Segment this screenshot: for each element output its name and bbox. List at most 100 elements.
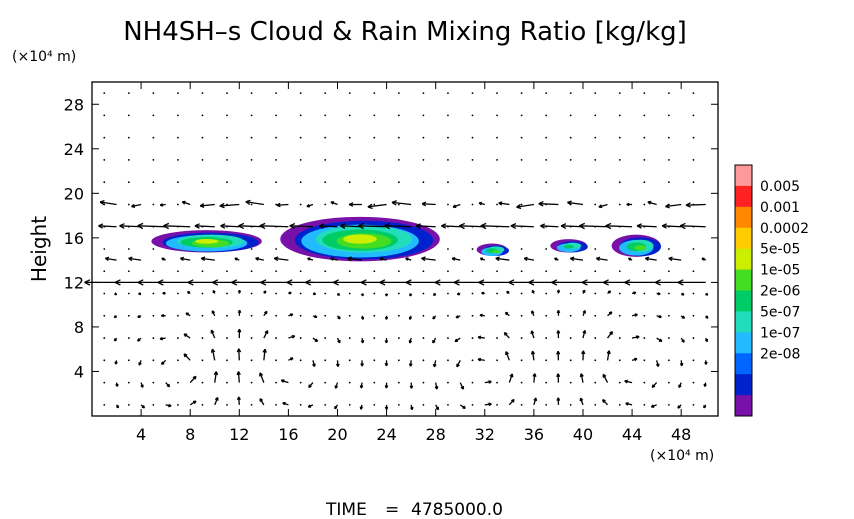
grid-dot <box>397 270 400 273</box>
grid-dot <box>643 92 646 95</box>
grid-dot <box>471 114 474 117</box>
wind-arrowhead <box>582 329 587 334</box>
wind-arrowhead <box>458 222 465 230</box>
wind-arrow <box>508 373 513 383</box>
grid-dot <box>594 159 597 161</box>
y-axis-ticks: 4 8 12 16 20 24 28 <box>64 95 718 381</box>
grid-dot <box>201 92 204 95</box>
grid-dot <box>397 136 400 139</box>
wind-arrowhead <box>379 257 384 261</box>
grid-dot <box>397 114 400 117</box>
grid-dot <box>127 92 130 95</box>
wind-arrowhead <box>104 256 110 262</box>
grid-dot <box>250 114 253 117</box>
wind-arrowhead <box>578 222 586 230</box>
wind-arrowhead <box>187 279 194 286</box>
grid-dot <box>618 92 621 95</box>
grid-dot <box>471 314 474 317</box>
grid-dot <box>397 314 400 317</box>
wind-arrowhead <box>602 279 609 286</box>
wind-arrowhead <box>460 386 465 390</box>
wind-arrowhead <box>677 405 681 409</box>
wind-arrowhead <box>314 314 318 319</box>
grid-dot <box>275 381 278 384</box>
wind-arrowhead <box>654 279 661 286</box>
grid-dot <box>569 337 572 339</box>
grid-dot <box>226 159 228 161</box>
wind-arrowhead <box>286 279 293 286</box>
x-tick-label: 20 <box>327 425 347 444</box>
wind-arrowhead <box>556 350 561 355</box>
y-tick-label: 4 <box>74 362 84 381</box>
wind-arrowhead <box>421 256 426 262</box>
grid-dot <box>152 314 155 317</box>
colorbar-swatch <box>735 290 752 312</box>
wind-arrow <box>602 374 609 383</box>
chart-title: NH4SH–s Cloud & Rain Mixing Ratio [kg/kg… <box>123 17 687 47</box>
grid-dot <box>643 270 646 273</box>
wind-arrow <box>540 225 559 228</box>
wind-arrow <box>580 373 584 383</box>
grid-dot <box>177 203 179 206</box>
grid-dot <box>201 181 204 184</box>
grid-dot <box>201 136 204 139</box>
y-axis-label: Height <box>27 216 51 282</box>
wind-arrowhead <box>488 380 492 384</box>
grid-dot <box>348 159 351 161</box>
wind-arrowhead <box>291 334 296 339</box>
wind-arrow <box>579 225 608 228</box>
wind-arrowhead <box>138 292 142 296</box>
wind-arrowhead <box>701 257 705 261</box>
wind-arrowhead <box>180 256 185 261</box>
wind-arrowhead <box>307 257 311 261</box>
grid-dot <box>594 314 597 317</box>
time-equals: = <box>385 500 399 519</box>
wind-arrowhead <box>335 363 340 367</box>
grid-dot <box>618 136 621 139</box>
colorbar-label: 1e-07 <box>760 325 800 341</box>
grid-dot <box>668 114 670 117</box>
grid-dot <box>299 381 302 384</box>
grid-dot <box>177 314 179 317</box>
grid-dot <box>250 270 253 273</box>
grid-dot <box>471 292 474 295</box>
wind-arrowhead <box>163 222 170 230</box>
grid-dot <box>520 381 523 384</box>
wind-arrow <box>668 257 682 261</box>
wind-arrowhead <box>192 375 197 380</box>
wind-arrowhead <box>634 357 638 362</box>
grid-dot <box>496 292 498 295</box>
grid-dot <box>569 403 572 406</box>
grid-dot <box>373 114 376 117</box>
grid-dot <box>250 92 253 95</box>
wind-arrowhead <box>200 256 206 262</box>
grid-dot <box>177 292 179 295</box>
grid-dot <box>471 159 474 161</box>
grid-dot <box>447 337 449 339</box>
grid-dot <box>471 92 474 95</box>
grid-dot <box>324 381 327 384</box>
grid-dot <box>447 114 449 117</box>
grid-dot <box>348 337 351 339</box>
wind-arrowhead <box>185 312 189 316</box>
grid-dot <box>152 381 155 384</box>
wind-arrowhead <box>605 222 612 230</box>
grid-dot <box>275 159 278 161</box>
wind-arrowhead <box>579 397 584 402</box>
grid-dot <box>250 403 253 406</box>
grid-dot <box>668 381 670 384</box>
grid-dot <box>201 403 204 406</box>
grid-dot <box>569 292 572 295</box>
grid-dot <box>250 248 253 250</box>
grid-dot <box>447 159 449 161</box>
grid-dot <box>496 136 498 139</box>
wind-arrowhead <box>379 279 386 286</box>
grid-dot <box>348 270 351 273</box>
grid-dot <box>397 159 400 161</box>
wind-arrowhead <box>237 328 242 333</box>
wind-arrowhead <box>212 279 219 286</box>
wind-arrowhead <box>137 314 141 318</box>
colorbar-swatch <box>735 248 752 271</box>
grid-dot <box>103 136 106 139</box>
grid-dot <box>373 181 376 184</box>
